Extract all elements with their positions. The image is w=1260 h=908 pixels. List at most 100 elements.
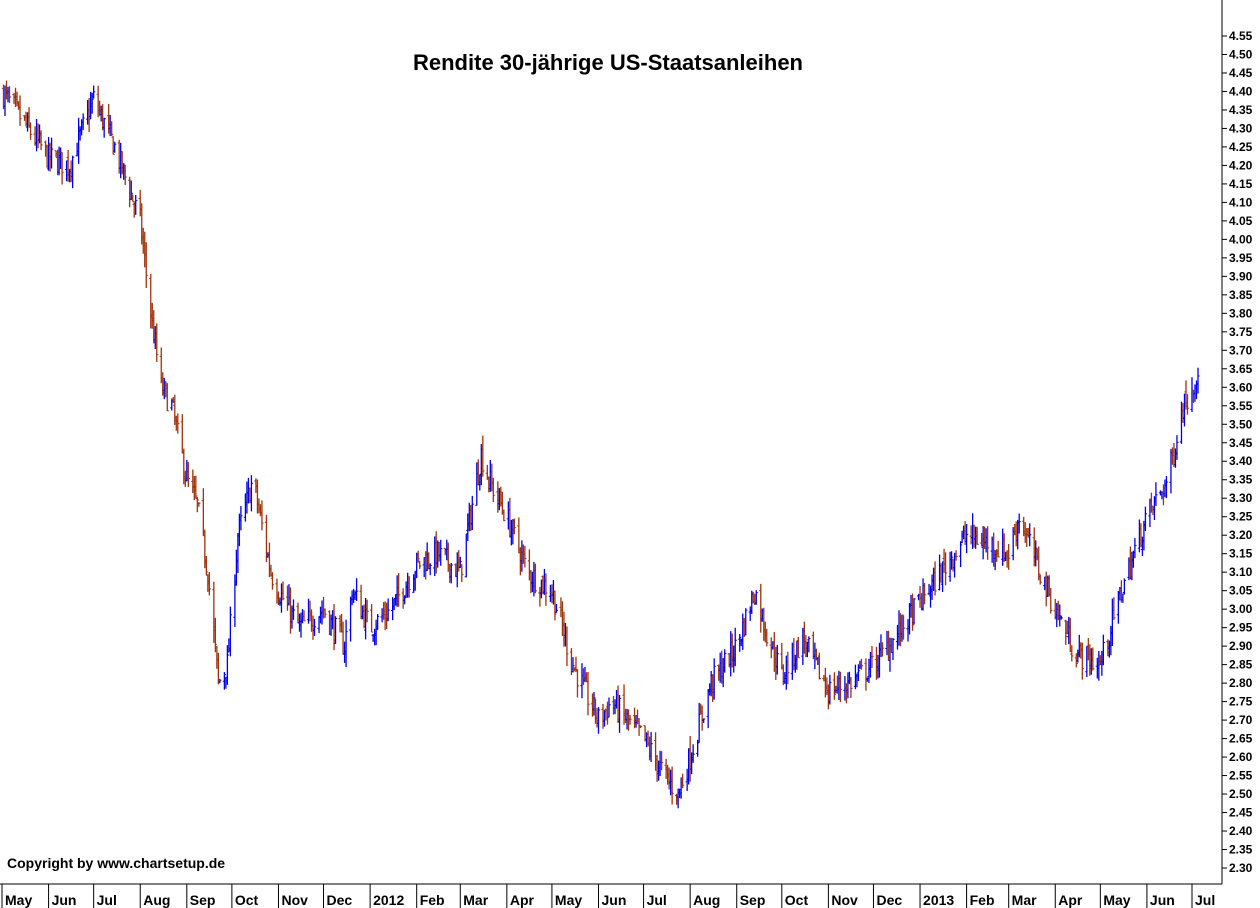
ohlc-bar bbox=[986, 526, 990, 560]
y-tick-label: 3.35 bbox=[1229, 473, 1253, 487]
x-tick-label: Aug bbox=[143, 892, 170, 908]
y-tick-label: 4.20 bbox=[1229, 158, 1253, 172]
y-tick-label: 3.00 bbox=[1229, 602, 1253, 616]
ohlc-bar bbox=[228, 606, 232, 657]
y-tick-label: 3.80 bbox=[1229, 306, 1253, 320]
ohlc-bar bbox=[176, 413, 180, 434]
x-tick-label: May bbox=[1103, 892, 1130, 908]
ohlc-bar bbox=[1028, 523, 1032, 547]
ohlc-bar bbox=[1049, 587, 1053, 614]
x-tick-label: 2013 bbox=[923, 892, 954, 908]
ohlc-bar bbox=[333, 616, 338, 644]
ohlc-bar bbox=[365, 599, 369, 623]
y-tick-label: 2.95 bbox=[1229, 621, 1253, 635]
ohlc-bar bbox=[60, 151, 64, 185]
x-tick-label: Apr bbox=[1058, 892, 1083, 908]
ohlc-bar bbox=[281, 581, 285, 601]
x-tick-label: Feb bbox=[970, 892, 995, 908]
x-tick-label: Jul bbox=[647, 892, 667, 908]
ohlc-bar bbox=[376, 614, 380, 630]
ohlc-bar bbox=[1143, 506, 1148, 532]
ohlc-bar bbox=[1007, 543, 1011, 570]
ohlc-bar bbox=[912, 598, 916, 625]
ohlc-bar bbox=[592, 692, 596, 716]
ohlc-bar bbox=[807, 636, 811, 653]
ohlc-bar bbox=[786, 651, 790, 685]
ohlc-bar bbox=[575, 669, 580, 698]
ohlc-bar bbox=[28, 122, 33, 140]
y-tick-label: 2.65 bbox=[1229, 732, 1253, 746]
ohlc-bar bbox=[312, 618, 317, 636]
ohlc-bar bbox=[370, 604, 374, 633]
price-bars bbox=[1, 80, 1200, 809]
ohlc-bar bbox=[1122, 578, 1126, 595]
ohlc-bar bbox=[439, 539, 443, 566]
ohlc-bar bbox=[239, 505, 243, 531]
x-tick-label: Feb bbox=[420, 892, 445, 908]
ohlc-bar bbox=[122, 163, 126, 180]
ohlc-bar bbox=[87, 98, 91, 133]
ohlc-bar bbox=[775, 644, 779, 675]
ohlc-bar bbox=[195, 496, 199, 513]
y-tick-label: 4.25 bbox=[1229, 140, 1253, 154]
x-tick-label: May bbox=[5, 892, 32, 908]
copyright-text: Copyright by www.chartsetup.de bbox=[7, 855, 225, 871]
ohlc-bar bbox=[458, 556, 462, 569]
y-tick-label: 2.45 bbox=[1229, 806, 1253, 820]
ohlc-bar bbox=[194, 475, 198, 499]
ohlc-bar bbox=[197, 502, 201, 507]
x-tick-label: Jul bbox=[1195, 892, 1215, 908]
ohlc-bar bbox=[1017, 513, 1021, 534]
y-tick-label: 3.85 bbox=[1229, 288, 1253, 302]
ohlc-bar bbox=[1070, 645, 1074, 662]
ohlc-bar bbox=[638, 725, 643, 729]
ohlc-bar bbox=[102, 117, 106, 138]
ohlc-bar bbox=[796, 636, 800, 659]
ohlc-bar bbox=[291, 599, 296, 620]
ohlc-bar bbox=[859, 658, 864, 670]
ohlc-bar bbox=[354, 578, 359, 601]
ohlc-bar bbox=[553, 590, 557, 621]
x-axis-ticks: May Jun Jul Aug Sep Oct Nov Dec 2012 Feb Mar Apr May… bbox=[1, 884, 1215, 908]
ohlc-bar bbox=[523, 545, 527, 568]
ohlc-bar bbox=[216, 652, 220, 685]
ohlc-bar bbox=[165, 383, 169, 412]
ohlc-bar bbox=[832, 672, 836, 700]
ohlc-bar bbox=[712, 658, 716, 700]
y-tick-label: 2.60 bbox=[1229, 750, 1253, 764]
ohlc-bar bbox=[512, 518, 516, 535]
ohlc-bar bbox=[838, 671, 843, 703]
y-tick-label: 2.55 bbox=[1229, 769, 1253, 783]
x-tick-label: Nov bbox=[281, 892, 308, 908]
y-tick-label: 4.10 bbox=[1229, 195, 1253, 209]
ohlc-bar bbox=[1101, 634, 1105, 666]
y-tick-label: 2.35 bbox=[1229, 843, 1253, 857]
ohlc-bar bbox=[765, 628, 769, 647]
x-tick-label: Mar bbox=[1012, 892, 1037, 908]
ohlc-bar bbox=[702, 718, 706, 723]
ohlc-bar bbox=[92, 85, 96, 99]
y-tick-label: 3.10 bbox=[1229, 565, 1253, 579]
ohlc-bar bbox=[110, 121, 114, 137]
x-tick-label: Dec bbox=[876, 892, 902, 908]
ohlc-bar bbox=[1037, 546, 1041, 581]
y-tick-label: 3.15 bbox=[1229, 547, 1253, 561]
ohlc-bar bbox=[18, 95, 22, 126]
y-tick-label: 3.30 bbox=[1229, 491, 1253, 505]
ohlc-bar bbox=[660, 751, 664, 771]
ohlc-bar bbox=[428, 563, 432, 576]
ohlc-bar bbox=[870, 646, 874, 669]
ohlc-bar bbox=[954, 550, 958, 561]
y-tick-label: 3.05 bbox=[1229, 584, 1253, 598]
ohlc-bar bbox=[39, 130, 43, 150]
ohlc-bar bbox=[270, 572, 275, 590]
y-tick-label: 4.40 bbox=[1229, 84, 1253, 98]
ohlc-bar bbox=[817, 652, 821, 680]
ohlc-bar bbox=[554, 603, 559, 614]
ohlc-bar bbox=[533, 563, 537, 594]
x-tick-label: May bbox=[555, 892, 582, 908]
y-tick-label: 4.50 bbox=[1229, 47, 1253, 61]
ohlc-bar bbox=[491, 477, 495, 503]
